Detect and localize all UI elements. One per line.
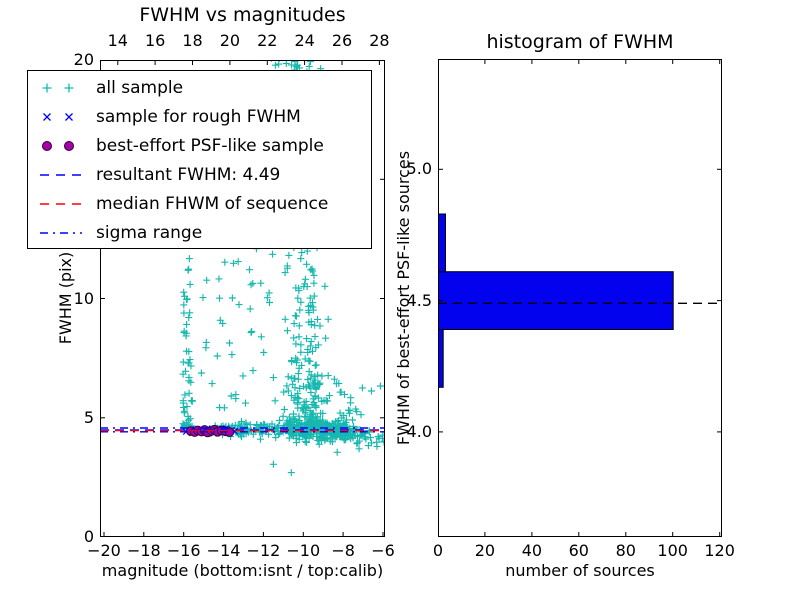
right-plot-area: [438, 59, 722, 537]
tick-label: −20: [87, 541, 121, 560]
tick-label: 14: [107, 31, 128, 50]
tick-label: 18: [182, 31, 203, 50]
legend-item-median-fwhm: median FHWM of sequence: [28, 189, 371, 218]
tick-label: 0: [83, 527, 94, 546]
histogram-bar: [438, 329, 444, 388]
tick-label: −16: [166, 541, 201, 560]
histogram-bar: [438, 271, 674, 330]
tick-label: 20: [219, 31, 241, 50]
legend-label: best-effort PSF-like sample: [96, 135, 324, 156]
legend-label: median FHWM of sequence: [96, 193, 329, 214]
tick-label: 4.0: [406, 421, 432, 441]
red-dashed-line-icon: [38, 194, 84, 214]
legend-item-psf-sample: best-effort PSF-like sample: [28, 131, 371, 160]
tick-label: 24: [294, 31, 315, 50]
blue-dashdot-line-icon: [38, 223, 84, 243]
left-plot-canvas: [100, 60, 385, 537]
tick-label: 20: [73, 50, 94, 69]
histogram-bar: [438, 213, 446, 273]
tick-label: 0: [432, 541, 444, 560]
legend-item-sigma-range: sigma range: [28, 218, 371, 247]
legend-label: sample for rough FWHM: [96, 106, 301, 127]
tick-label: −10: [286, 541, 321, 560]
tick-label: 5.0: [406, 159, 432, 179]
tick-label: 20: [474, 541, 496, 560]
legend-label: resultant FWHM: 4.49: [96, 164, 281, 185]
tick-label: −6: [371, 541, 395, 560]
legend-item-all-sample: all sample: [28, 73, 371, 102]
tick-label: 10: [73, 288, 94, 308]
tick-label: −8: [331, 541, 355, 560]
tick-label: 5: [83, 407, 94, 427]
circle-markers-icon: [38, 136, 84, 156]
tick-label: 28: [369, 31, 390, 50]
tick-label: 80: [615, 541, 636, 560]
legend: all sample sample for rough FWHM best-ef…: [27, 70, 372, 249]
x-markers-icon: [38, 107, 84, 127]
legend-item-resultant-fwhm: resultant FWHM: 4.49: [28, 160, 371, 189]
right-plot-xlabel: number of sources: [505, 561, 655, 580]
plus-markers-icon: [38, 78, 84, 98]
left-plot-area: [100, 60, 385, 537]
blue-dashed-line-icon: [38, 165, 84, 185]
tick-label: 26: [331, 31, 353, 50]
tick-label: 4.5: [406, 290, 432, 310]
tick-label: −18: [126, 541, 161, 560]
tick-label: 22: [257, 31, 278, 50]
tick-label: −14: [206, 541, 241, 560]
legend-label: sigma range: [96, 222, 203, 243]
tick-label: 100: [657, 541, 688, 560]
right-plot-canvas: [438, 59, 722, 537]
right-plot-frame: [438, 59, 722, 537]
legend-label: all sample: [96, 77, 184, 98]
tick-label: −12: [246, 541, 281, 560]
tick-label: 16: [144, 31, 166, 50]
tick-label: 120: [704, 541, 735, 560]
left-plot-xlabel: magnitude (bottom:isnt / top:calib): [101, 561, 384, 580]
legend-item-rough-fwhm: sample for rough FWHM: [28, 102, 371, 131]
left-plot-title: FWHM vs magnitudes: [139, 4, 346, 26]
tick-label: 40: [521, 541, 543, 560]
right-plot-title: histogram of FWHM: [486, 31, 674, 53]
tick-label: 60: [568, 541, 589, 560]
